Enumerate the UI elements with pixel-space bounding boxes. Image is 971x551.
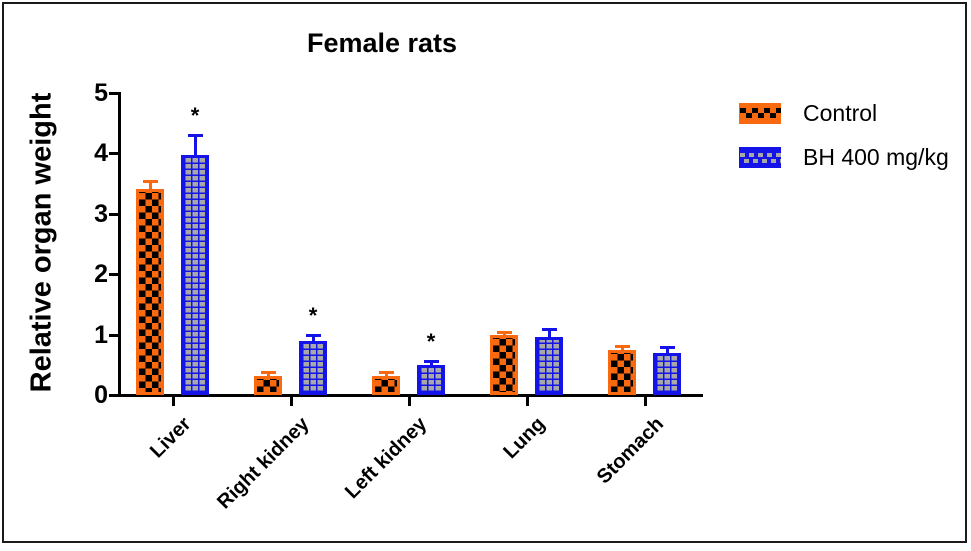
- legend-item-control: Control: [739, 100, 949, 127]
- y-axis-tick: [109, 273, 118, 277]
- bar-bh-lung: [535, 337, 563, 395]
- x-axis-tick: [290, 397, 293, 406]
- x-axis-tick: [526, 397, 529, 406]
- significance-asterisk: *: [308, 302, 318, 328]
- error-bar-cap: [378, 371, 394, 375]
- error-bar-cap: [142, 179, 158, 183]
- y-axis-tick: [109, 212, 118, 216]
- x-tick-label: Stomach: [592, 413, 668, 489]
- x-tick-label: Liver: [146, 413, 196, 463]
- x-tick-label: Left kidney: [341, 413, 432, 504]
- y-axis-line: [118, 92, 121, 397]
- x-tick-label: Lung: [499, 413, 550, 464]
- bar-control-liver: [136, 188, 164, 395]
- error-bar-cap: [541, 327, 557, 331]
- y-axis-tick: [109, 152, 118, 156]
- error-bar-cap: [423, 359, 439, 363]
- y-axis-tick: [109, 92, 118, 95]
- legend-label-control: Control: [803, 100, 878, 126]
- error-bar-cap: [659, 345, 675, 349]
- error-bar-cap: [305, 333, 321, 337]
- bar-bh-liver: [181, 155, 209, 395]
- bar-bh-stomach: [653, 352, 681, 395]
- error-bar-cap: [496, 330, 512, 334]
- legend: Control BH 400 mg/kg: [739, 100, 949, 188]
- plot-area: 0 1 2 3 4 5 Liver Right kidney Left kidney Lung St…: [4, 4, 971, 551]
- y-tick-label: 1: [94, 320, 108, 349]
- x-axis-tick: [644, 397, 647, 406]
- bar-control-left-kidney: [372, 375, 400, 395]
- error-bar-stem: [547, 327, 551, 344]
- error-bar-stem: [311, 333, 315, 348]
- y-tick-label: 3: [94, 199, 108, 228]
- error-bar-cap: [187, 134, 203, 138]
- x-axis-line: [118, 394, 703, 397]
- chart-title: Female rats: [306, 28, 458, 58]
- x-axis-tick: [408, 397, 411, 406]
- x-tick-label: Right kidney: [213, 413, 314, 514]
- y-tick-label: 2: [94, 260, 108, 289]
- y-tick-label: 5: [94, 79, 108, 107]
- bar-control-lung: [490, 335, 518, 395]
- orange-checker-swatch-icon: [739, 103, 781, 124]
- bar-bh-right-kidney: [299, 341, 327, 395]
- legend-label-bh: BH 400 mg/kg: [803, 144, 949, 170]
- y-tick-label: 4: [94, 139, 108, 168]
- error-bar-stem: [665, 345, 669, 359]
- bar-bh-left-kidney: [417, 365, 445, 395]
- error-bar-cap: [260, 371, 276, 375]
- error-bar-cap: [614, 345, 630, 349]
- significance-asterisk: *: [426, 328, 436, 354]
- y-tick-label: 0: [94, 381, 108, 409]
- bar-control-stomach: [608, 349, 636, 395]
- y-axis-tick: [109, 394, 118, 397]
- error-bar-stem: [193, 134, 197, 162]
- blue-brick-swatch-icon: [739, 147, 781, 168]
- error-bar-stem: [148, 179, 152, 195]
- significance-asterisk: *: [190, 103, 200, 129]
- legend-item-bh: BH 400 mg/kg: [739, 144, 949, 171]
- bar-control-right-kidney: [254, 375, 282, 395]
- x-axis-tick: [172, 397, 175, 406]
- y-axis-tick: [109, 333, 118, 337]
